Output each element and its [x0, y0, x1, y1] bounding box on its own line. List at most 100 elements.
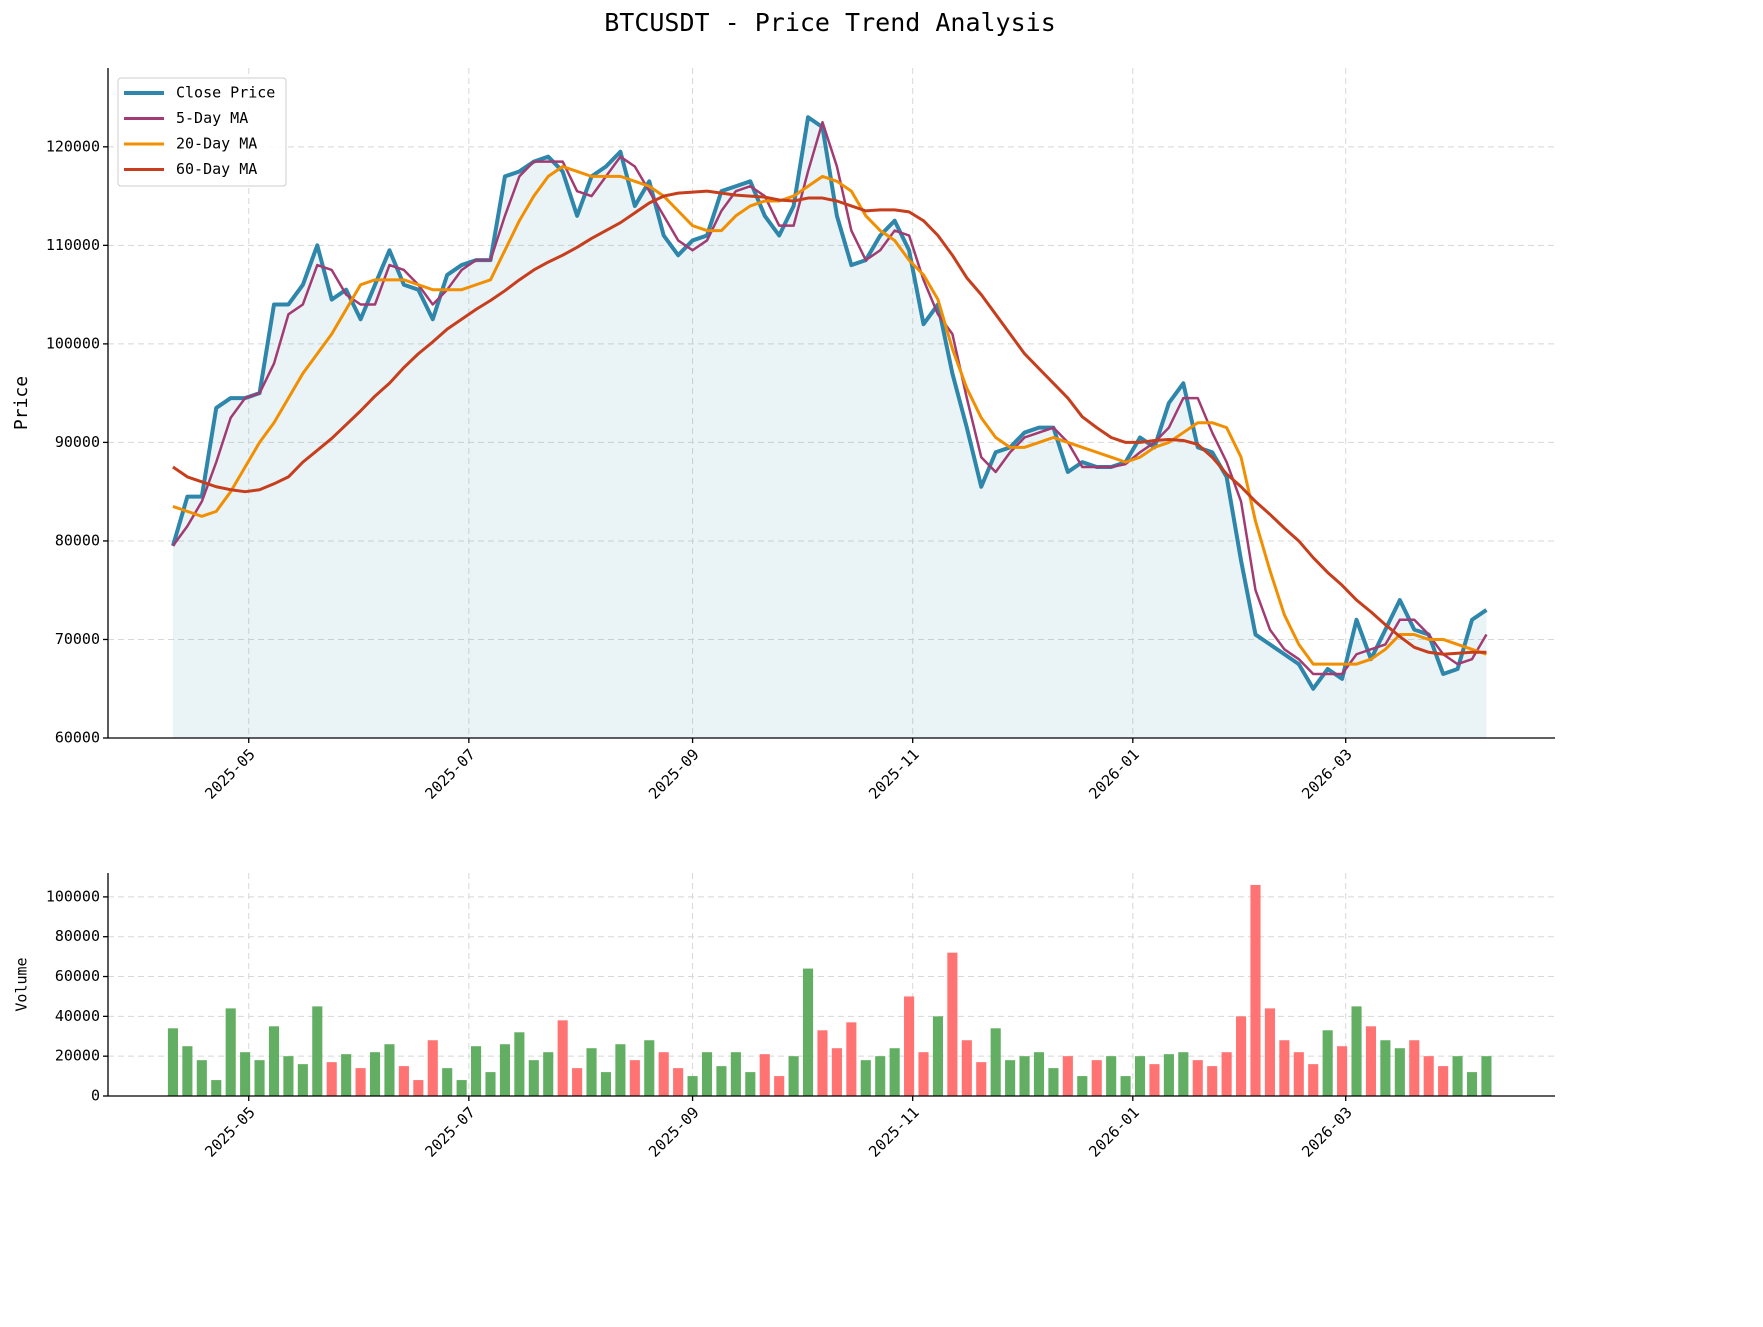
volume-bar: [326, 1062, 337, 1096]
y-tick-label: 70000: [55, 630, 100, 648]
volume-bar: [268, 1026, 280, 1096]
legend-label: 60-Day MA: [176, 160, 257, 178]
y-tick-label: 20000: [55, 1047, 100, 1065]
volume-bar: [846, 1022, 857, 1096]
volume-bar: [961, 1040, 972, 1096]
line: [171, 120, 1488, 676]
volume-bar: [355, 1068, 366, 1096]
volume-bar: [1423, 1056, 1434, 1096]
volume-bar: [1163, 1054, 1174, 1096]
volume-bar: [1380, 1040, 1391, 1096]
volume-bar: [976, 1062, 987, 1096]
x-tick-label: 2025-09: [645, 745, 702, 802]
volume-bar: [730, 1052, 741, 1096]
volume-bar: [1178, 1052, 1189, 1096]
volume-bar: [615, 1044, 626, 1096]
volume-bar: [1221, 1052, 1232, 1096]
line: [171, 115, 1488, 691]
volume-bar: [196, 1060, 207, 1096]
volume-bar: [572, 1068, 583, 1096]
volume-bar: [1293, 1052, 1304, 1096]
volume-bar: [182, 1046, 193, 1096]
volume-bar: [442, 1068, 453, 1096]
volume-bar: [817, 1030, 828, 1096]
line: [172, 165, 1487, 666]
volume-bar: [1394, 1048, 1405, 1096]
volume-bar: [1409, 1040, 1420, 1096]
volume-bar: [456, 1080, 467, 1096]
volume-bar: [1149, 1064, 1160, 1096]
volume-bar: [1106, 1056, 1117, 1096]
volume-bar: [990, 1028, 1001, 1096]
volume-bar: [701, 1052, 713, 1096]
x-tick-label: 2026-01: [1085, 745, 1142, 802]
line: [172, 189, 1487, 656]
volume-bar: [889, 1048, 900, 1096]
volume-bar: [1236, 1016, 1247, 1096]
volume-bar: [1337, 1046, 1348, 1096]
x-tick-label: 2025-09: [645, 1103, 702, 1160]
chart-title: BTCUSDT - Price Trend Analysis: [604, 8, 1056, 37]
volume-bar: [586, 1048, 597, 1096]
volume-bar: [283, 1056, 294, 1096]
volume-bar: [1048, 1068, 1059, 1096]
volume-bar: [1207, 1066, 1218, 1096]
volume-bar: [369, 1052, 381, 1096]
volume-bar: [1438, 1066, 1449, 1096]
volume-bar: [745, 1072, 756, 1096]
x-tick-label: 2025-11: [865, 745, 922, 802]
volume-bar: [788, 1056, 799, 1096]
legend-label: 5-Day MA: [176, 109, 248, 127]
volume-bar: [297, 1064, 308, 1096]
volume-bar: [471, 1046, 482, 1096]
x-tick-label: 2026-01: [1085, 1103, 1142, 1160]
volume-bar: [557, 1020, 568, 1096]
y-tick-label: 120000: [46, 137, 100, 155]
volume-bar: [1019, 1056, 1030, 1096]
y-tick-label: 100000: [46, 887, 100, 905]
volume-bar: [1481, 1056, 1492, 1096]
volume-bar: [1192, 1060, 1203, 1096]
volume-bar: [427, 1040, 438, 1096]
volume-bar: [528, 1060, 539, 1096]
x-tick-label: 2026-03: [1298, 1103, 1355, 1160]
volume-bar: [1308, 1064, 1319, 1096]
x-tick-label: 2025-07: [421, 745, 478, 802]
volume-bar: [1452, 1056, 1463, 1096]
legend-label: 20-Day MA: [176, 135, 257, 153]
volume-bar: [254, 1060, 265, 1096]
volume-bar: [1033, 1052, 1045, 1096]
y-axis-label: Price: [11, 376, 32, 430]
x-tick-label: 2025-07: [421, 1103, 478, 1160]
legend-label: Close Price: [176, 84, 275, 102]
volume-bar: [600, 1072, 612, 1096]
y-tick-label: 60000: [55, 729, 100, 747]
volume-bar: [759, 1054, 770, 1096]
volume-bar: [875, 1056, 886, 1096]
volume-bar: [398, 1066, 409, 1096]
volume-bar: [413, 1080, 424, 1096]
volume-bar: [904, 996, 915, 1096]
volume-bar: [1466, 1072, 1478, 1096]
volume-bar: [225, 1008, 236, 1096]
legend-box: [117, 77, 287, 187]
volume-bar: [658, 1052, 669, 1096]
volume-bar: [1134, 1056, 1146, 1096]
volume-bar: [802, 968, 814, 1096]
y-tick-label: 40000: [55, 1007, 100, 1025]
y-axis-label: Volume: [13, 957, 31, 1011]
x-tick-label: 2025-05: [201, 1103, 258, 1160]
volume-bar: [716, 1066, 727, 1096]
volume-bar: [629, 1060, 640, 1096]
volume-bar: [673, 1068, 684, 1096]
volume-bar: [341, 1054, 352, 1096]
volume-bar: [167, 1028, 179, 1096]
volume-bar: [514, 1032, 525, 1096]
y-tick-label: 80000: [55, 927, 100, 945]
volume-bar: [1351, 1006, 1362, 1096]
volume-bar: [384, 1044, 395, 1096]
volume-bar: [1322, 1030, 1333, 1096]
volume-bar: [1077, 1076, 1088, 1096]
volume-bar: [499, 1044, 510, 1096]
